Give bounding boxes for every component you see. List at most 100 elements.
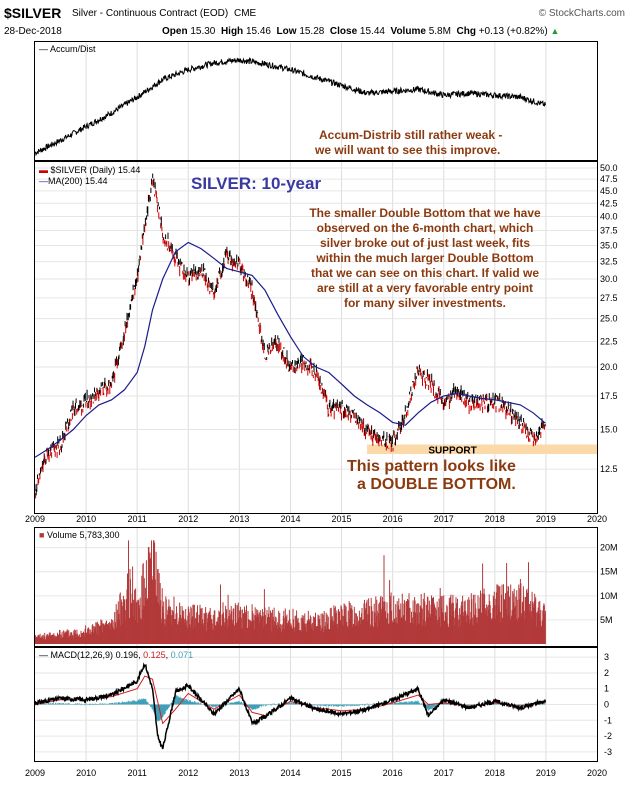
symbol-title: $SILVER (4, 5, 62, 21)
volume-legend: ■ Volume 5,783,300 (39, 530, 120, 540)
note-line-1: The smaller Double Bottom that we have (309, 206, 541, 220)
accum-dist-plot (35, 42, 547, 160)
macd-x-tick: 2012 (178, 768, 198, 778)
price-y-tick: 50.0 (600, 163, 618, 173)
macd-legend: — MACD(12,26,9) 0.196, 0.125, 0.071 (39, 650, 194, 660)
macd-x-tick: 2020 (587, 768, 607, 778)
macd-x-tick: 2011 (128, 768, 147, 778)
macd-x-tick: 2013 (229, 768, 249, 778)
note-line-2: observed on the 6-month chart, which (316, 221, 534, 235)
pattern-note-line-1: This pattern looks like (347, 458, 516, 475)
price-x-tick: 2020 (587, 514, 607, 524)
close-value: 15.44 (359, 26, 385, 37)
price-y-tick: 37.5 (600, 225, 618, 235)
price-y-tick: 20.0 (600, 362, 618, 372)
price-y-tick: 27.5 (600, 293, 618, 303)
low-value: 15.28 (299, 26, 325, 37)
ma-legend: —MA(200) 15.44 (39, 176, 108, 186)
price-x-tick: 2010 (76, 514, 96, 524)
high-label: High (220, 26, 244, 37)
macd-y-tick: -3 (604, 747, 612, 757)
price-x-tick: 2011 (128, 514, 147, 524)
macd-x-tick: 2018 (485, 768, 505, 778)
macd-y-tick: -1 (604, 715, 612, 725)
price-x-tick: 2014 (280, 514, 300, 524)
price-y-tick: 45.0 (600, 186, 618, 196)
price-panel: SUPPORT ▬ $SILVER (Daily) 15.44 —MA(200)… (34, 161, 598, 514)
chart-date: 28-Dec-2018 (4, 26, 62, 37)
macd-x-tick: 2010 (76, 768, 96, 778)
volume-y-tick: 5M (600, 615, 613, 625)
volume-value: 5.8M (428, 26, 451, 37)
price-x-tick: 2012 (178, 514, 198, 524)
close-label: Close (329, 26, 358, 37)
macd-plot (35, 648, 597, 761)
price-y-tick: 30.0 (600, 274, 618, 284)
price-y-tick: 40.0 (600, 211, 618, 221)
note-line-7: for many silver investments. (343, 296, 507, 310)
support-label: SUPPORT (428, 445, 476, 456)
accum-note-line-1: Accum-Distrib still rather weak - (319, 128, 503, 142)
price-x-tick: 2018 (485, 514, 505, 524)
macd-x-tick: 2016 (383, 768, 403, 778)
price-x-tick: 2017 (434, 514, 454, 524)
open-label: Open (162, 26, 188, 37)
low-label: Low (276, 26, 297, 37)
ma200-line (35, 241, 546, 458)
macd-panel: — MACD(12,26,9) 0.196, 0.125, 0.071 (34, 647, 598, 762)
price-plot: SUPPORT (35, 162, 597, 513)
price-x-tick: 2015 (332, 514, 352, 524)
accum-dist-line (35, 56, 546, 157)
macd-x-tick: 2009 (25, 768, 45, 778)
price-y-tick: 22.5 (600, 336, 618, 346)
price-y-tick: 17.5 (600, 391, 618, 401)
price-y-tick: 15.0 (600, 425, 618, 435)
price-y-tick: 12.5 (600, 464, 618, 474)
price-y-tick: 35.0 (600, 240, 618, 250)
volume-panel: ■ Volume 5,783,300 (34, 527, 598, 647)
volume-y-tick: 15M (600, 567, 618, 577)
volume-y-tick: 20M (600, 543, 618, 553)
chg-label: Chg (456, 26, 476, 37)
price-y-tick: 42.5 (600, 198, 618, 208)
macd-x-tick: 2014 (280, 768, 300, 778)
instrument-name: Silver - Continuous Contract (EOD) (72, 8, 229, 19)
open-value: 15.30 (190, 26, 216, 37)
macd-line (35, 662, 547, 750)
volume-plot (35, 528, 597, 646)
chg-value: +0.13 (+0.82%) (478, 26, 548, 37)
ohlc-line: Open 15.30 High 15.46 Low 15.28 Close 15… (162, 26, 559, 37)
note-line-3: silver broke out of just last week, fits (319, 236, 531, 250)
note-line-4: within the much larger Double Bottom (316, 251, 534, 265)
macd-y-tick: -2 (604, 731, 612, 741)
macd-y-tick: 2 (604, 668, 609, 678)
price-y-tick: 32.5 (600, 257, 618, 267)
price-bars (35, 173, 546, 499)
price-x-tick: 2009 (25, 514, 45, 524)
macd-x-tick: 2019 (536, 768, 556, 778)
macd-x-tick: 2015 (332, 768, 352, 778)
volume-bars (35, 540, 546, 644)
price-legend: ▬ $SILVER (Daily) 15.44 (39, 165, 141, 175)
macd-y-tick: 3 (604, 652, 609, 662)
volume-label: Volume (390, 26, 426, 37)
price-x-tick: 2019 (536, 514, 556, 524)
price-chart-title: SILVER: 10-year (191, 174, 322, 193)
accum-dist-legend: — Accum/Dist (39, 44, 96, 54)
price-x-tick: 2013 (229, 514, 249, 524)
support-band (367, 444, 597, 455)
macd-x-tick: 2017 (434, 768, 454, 778)
macd-y-tick: 0 (604, 700, 609, 710)
price-y-tick: 47.5 (600, 174, 618, 184)
chart-header: $SILVER Silver - Continuous Contract (EO… (0, 0, 633, 44)
volume-y-tick: 10M (600, 591, 618, 601)
macd-y-tick: 1 (604, 684, 609, 694)
accum-note-line-2: we will want to see this improve. (315, 143, 501, 157)
pattern-note-line-2: a DOUBLE BOTTOM. (357, 476, 516, 493)
high-value: 15.46 (245, 26, 271, 37)
exchange-label: CME (234, 8, 257, 19)
up-arrow-icon: ▲ (550, 26, 560, 36)
price-x-tick: 2016 (383, 514, 403, 524)
accum-dist-panel: — Accum/Dist Accum-Distrib still rather … (34, 41, 598, 161)
note-line-6: are still at a very favorable entry poin… (316, 281, 534, 295)
